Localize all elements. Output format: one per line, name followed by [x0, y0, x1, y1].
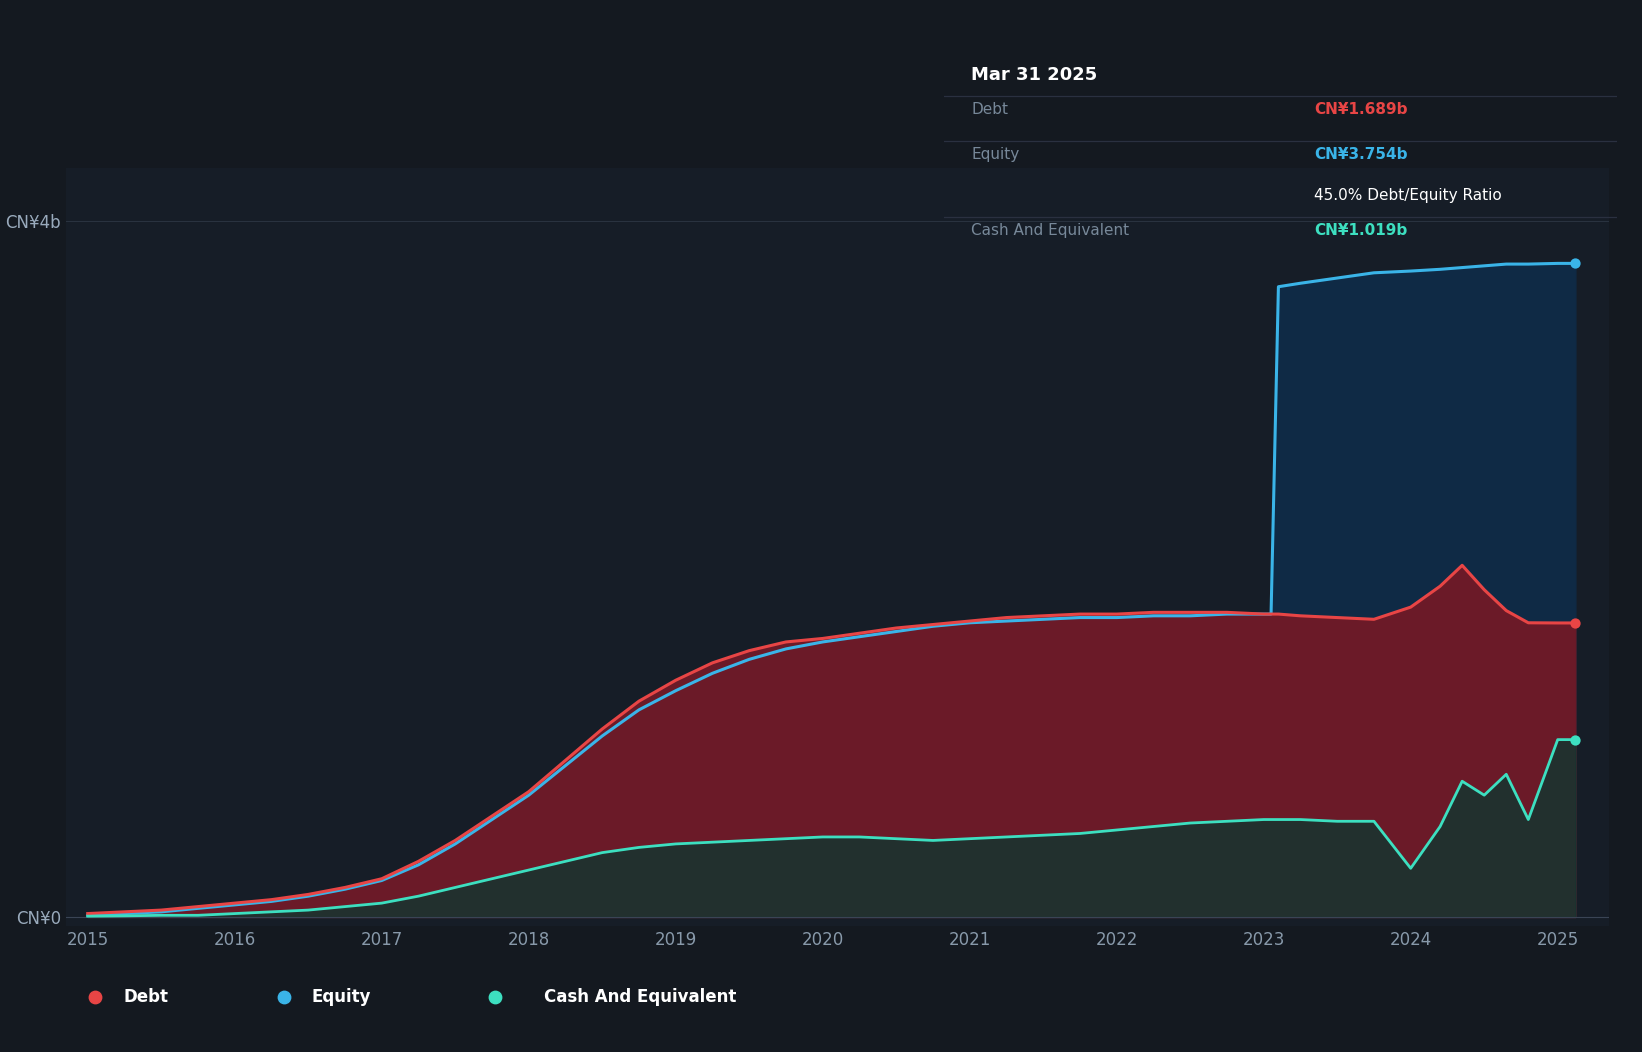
Point: [1562, 614, 1588, 631]
Text: 45.0% Debt/Equity Ratio: 45.0% Debt/Equity Ratio: [1315, 188, 1502, 203]
Text: Cash And Equivalent: Cash And Equivalent: [544, 988, 736, 1006]
Point: [271, 989, 297, 1006]
Point: [1562, 255, 1588, 271]
Text: Debt: Debt: [970, 102, 1008, 117]
Text: CN¥1.689b: CN¥1.689b: [1315, 102, 1407, 117]
Text: Debt: Debt: [123, 988, 167, 1006]
Text: Equity: Equity: [312, 988, 371, 1006]
Point: [82, 989, 108, 1006]
Text: Mar 31 2025: Mar 31 2025: [970, 65, 1097, 83]
Text: Equity: Equity: [970, 147, 1020, 162]
Point: [1562, 731, 1588, 748]
Point: [483, 989, 509, 1006]
Text: Cash And Equivalent: Cash And Equivalent: [970, 223, 1130, 238]
Text: CN¥3.754b: CN¥3.754b: [1315, 147, 1407, 162]
Text: CN¥1.019b: CN¥1.019b: [1315, 223, 1407, 238]
